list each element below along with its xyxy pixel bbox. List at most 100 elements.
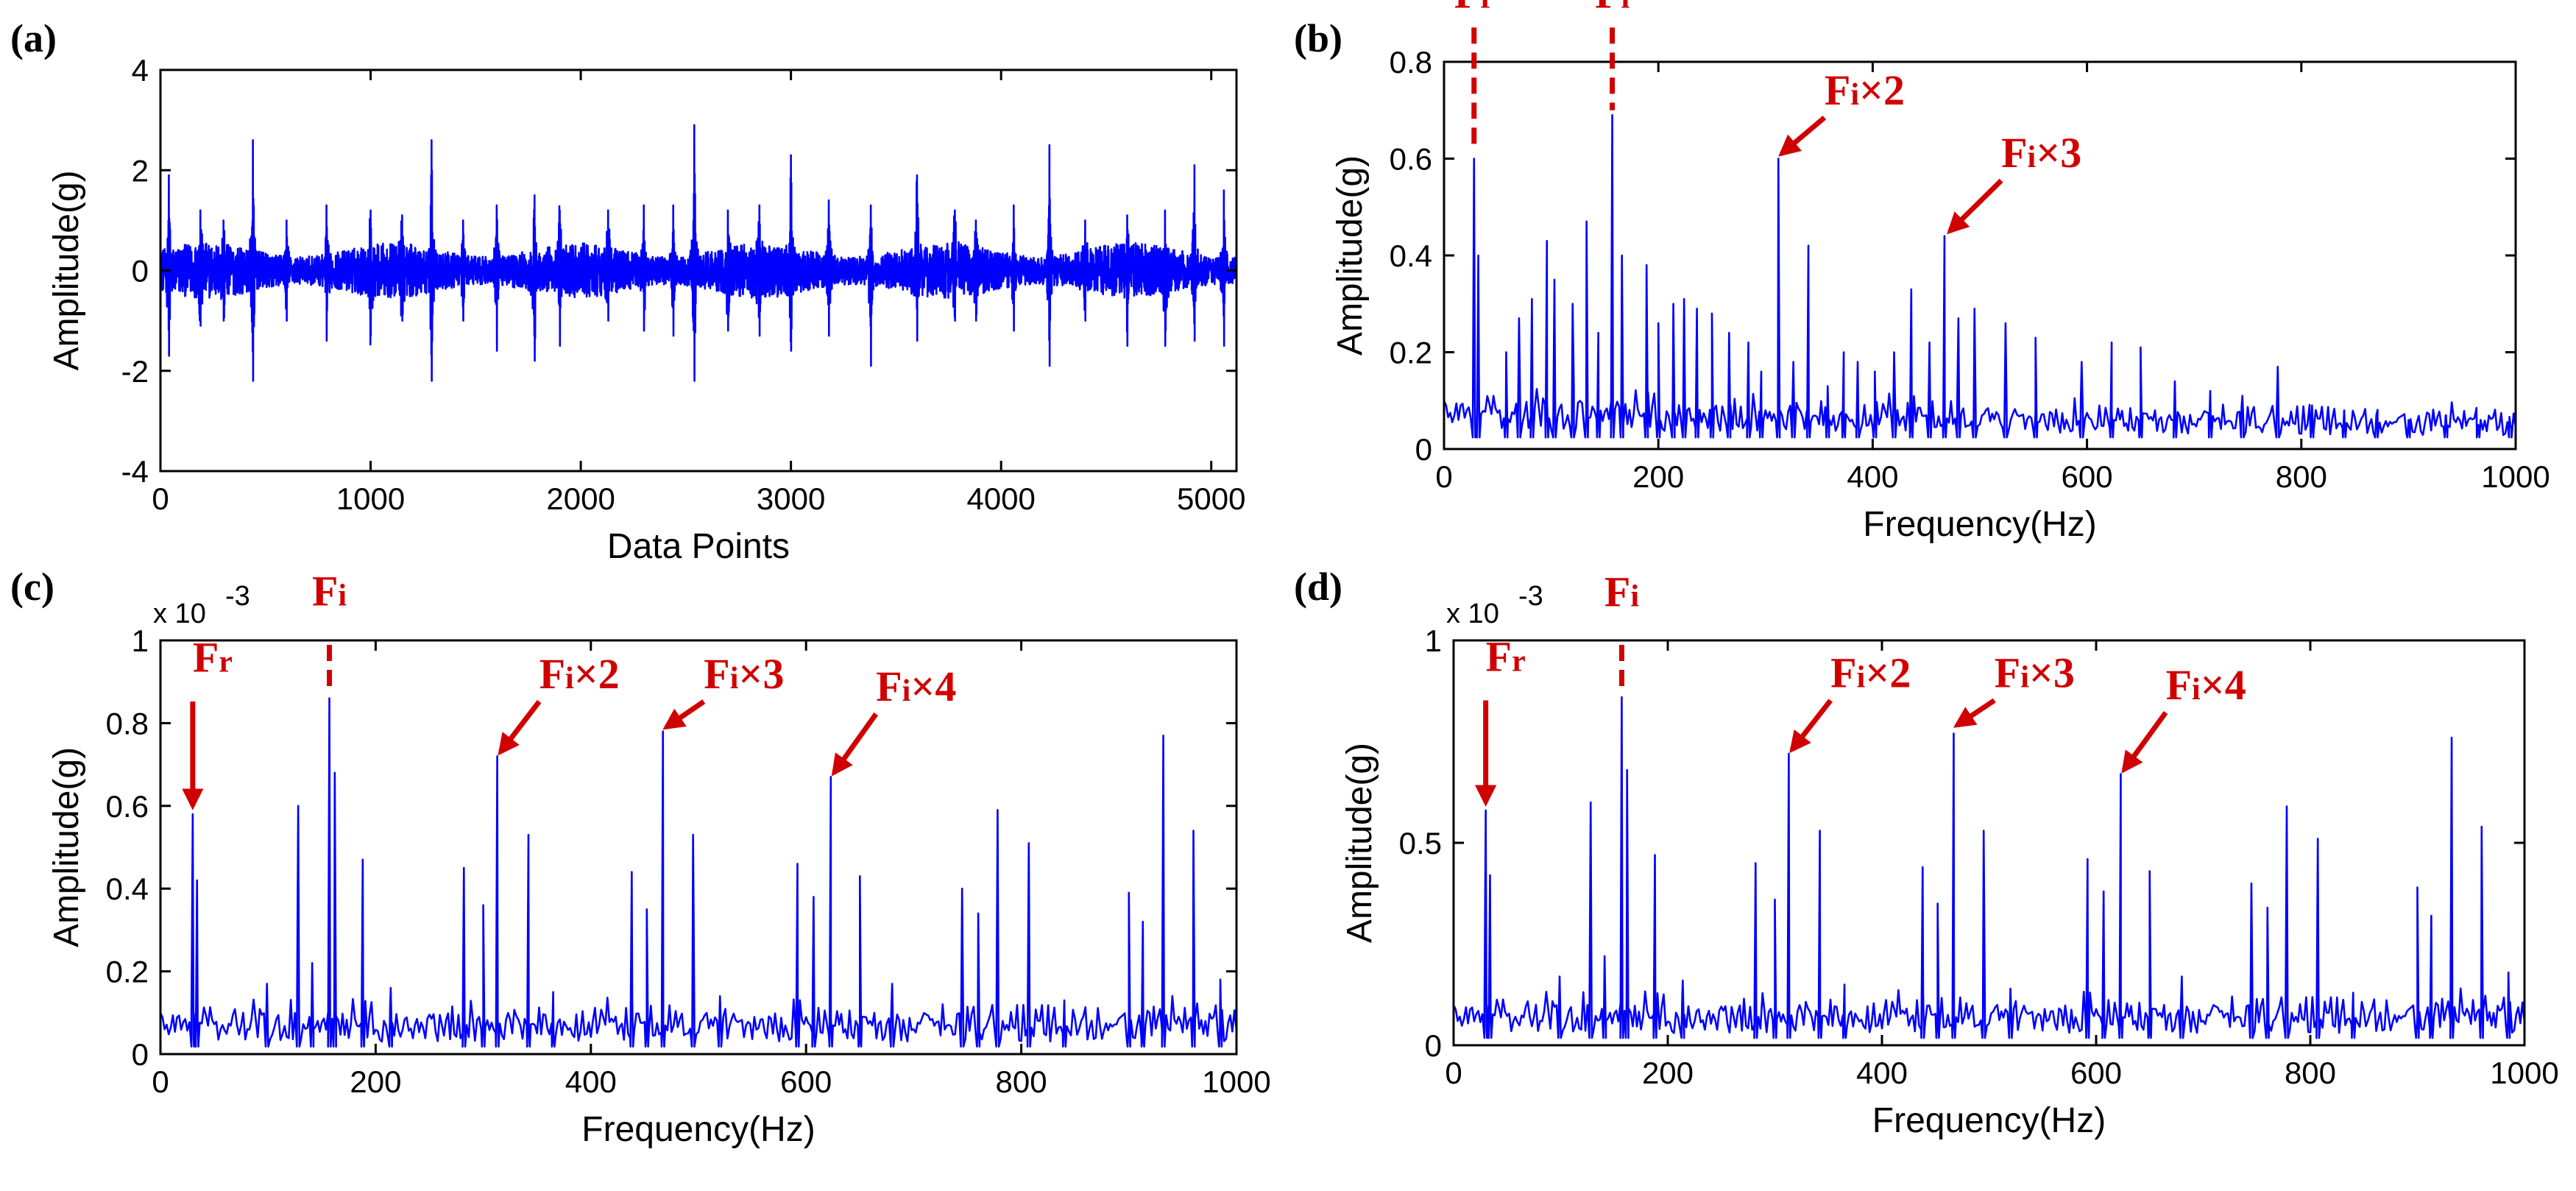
annotation-Fi×2: Fi×2 bbox=[1789, 649, 1911, 754]
y-axis-label: Amplitude(g) bbox=[1331, 155, 1370, 356]
exponent-power: -3 bbox=[1518, 581, 1543, 612]
x-axis-label: Data Points bbox=[607, 527, 790, 566]
annotation-sub: i bbox=[1857, 661, 1866, 695]
y-tick-label: 0.2 bbox=[1390, 336, 1432, 370]
y-tick-label: 1 bbox=[132, 623, 149, 658]
panel-label: (c) bbox=[10, 565, 54, 609]
annotation-label: Fr bbox=[193, 634, 233, 682]
annotation-Fi: Fi bbox=[1604, 568, 1639, 693]
annotation-arrow bbox=[1947, 178, 2003, 235]
x-tick-label: 600 bbox=[780, 1064, 832, 1099]
annotation-Fr: Fr bbox=[182, 634, 233, 810]
annotation-main: F bbox=[1486, 633, 1512, 681]
annotation-main: F bbox=[704, 650, 729, 698]
annotation-arrow bbox=[498, 699, 542, 756]
panel-label: (a) bbox=[10, 16, 57, 60]
annotation-sub: i bbox=[338, 579, 347, 613]
y-tick-label: 0 bbox=[1415, 432, 1432, 467]
annotation-main: F bbox=[1830, 649, 1856, 697]
y-tick-label: 2 bbox=[132, 153, 149, 188]
x-tick-label: 1000 bbox=[2490, 1056, 2558, 1090]
exponent-label: x 10 bbox=[153, 598, 206, 629]
y-tick-label: 0 bbox=[132, 1037, 149, 1072]
annotation-suffix: ×3 bbox=[2029, 649, 2075, 697]
x-tick-label: 200 bbox=[1632, 459, 1684, 494]
x-tick-label: 4000 bbox=[966, 481, 1035, 516]
annotation-Fi×4: Fi×4 bbox=[2121, 661, 2246, 774]
annotation-label: Fi×4 bbox=[876, 662, 956, 710]
annotation-arrow bbox=[2121, 710, 2168, 774]
y-tick-label: 0.2 bbox=[106, 955, 149, 989]
annotation-label: Fi bbox=[312, 568, 347, 615]
x-tick-label: 400 bbox=[565, 1064, 617, 1099]
y-axis-label: Amplitude(g) bbox=[47, 747, 86, 947]
panel-d: (d) 0 200 400 600 800 1000 0 0.5 1 Frequency(Hz) Am… bbox=[1294, 565, 2559, 1140]
panel-label: (b) bbox=[1294, 16, 1342, 60]
x-tick-label: 800 bbox=[2276, 459, 2327, 494]
annotation-label: Fi×2 bbox=[1830, 649, 1911, 697]
annotation-suffix: ×2 bbox=[574, 650, 620, 698]
annotation-main: F bbox=[1825, 66, 1850, 114]
annotation-sub: i bbox=[1621, 0, 1630, 15]
annotation-sub: i bbox=[2028, 141, 2037, 174]
annotation-suffix: ×2 bbox=[1859, 66, 1905, 114]
annotation-Fi×3: Fi×3 bbox=[662, 650, 784, 730]
y-tick-label: 0.6 bbox=[106, 789, 149, 824]
exponent-label: x 10 bbox=[1446, 598, 1499, 629]
plot-frame bbox=[1443, 60, 2517, 450]
x-tick-label: 400 bbox=[1847, 459, 1898, 494]
y-tick-label: 0 bbox=[1425, 1028, 1442, 1063]
annotation-sub: r bbox=[1480, 0, 1494, 15]
series-line bbox=[1454, 696, 2524, 1039]
x-tick-label: 200 bbox=[350, 1064, 401, 1099]
x-tick-label: 800 bbox=[2285, 1056, 2336, 1090]
y-tick-label: 0.8 bbox=[106, 706, 149, 741]
x-axis-label: Frequency(Hz) bbox=[581, 1110, 815, 1149]
annotation-label: Fi bbox=[1595, 0, 1630, 17]
annotation-arrow bbox=[662, 699, 706, 730]
annotation-sub: r bbox=[1512, 645, 1526, 679]
annotation-sub: i bbox=[565, 662, 574, 696]
annotation-arrow bbox=[1778, 116, 1827, 157]
annotation-Fi×2: Fi×2 bbox=[1778, 66, 1905, 157]
plot-frame bbox=[159, 639, 1238, 1056]
x-tick-label: 0 bbox=[152, 1064, 169, 1099]
x-tick-label: 1000 bbox=[336, 481, 405, 516]
x-tick-label: 600 bbox=[2062, 459, 2113, 494]
series-line bbox=[160, 124, 1236, 382]
annotation-label: Fi bbox=[1604, 568, 1639, 616]
series-line bbox=[1444, 114, 2516, 439]
annotation-sub: i bbox=[1850, 78, 1859, 112]
x-tick-label: 3000 bbox=[757, 481, 825, 516]
annotation-main: F bbox=[2166, 661, 2192, 709]
annotation-label: Fi×3 bbox=[1995, 649, 2075, 697]
y-tick-label: 1 bbox=[1425, 623, 1442, 658]
x-tick-label: 2000 bbox=[546, 481, 615, 516]
x-tick-label: 0 bbox=[1435, 459, 1452, 494]
annotation-label: Fi×2 bbox=[1825, 66, 1905, 114]
y-tick-label: -4 bbox=[121, 454, 149, 489]
x-axis-label: Frequency(Hz) bbox=[1863, 505, 2096, 544]
annotation-main: F bbox=[1995, 649, 2020, 697]
annotation-arrow bbox=[1953, 698, 1996, 728]
annotation-main: F bbox=[1454, 0, 1480, 17]
annotation-Fi×2: Fi×2 bbox=[498, 650, 620, 756]
panel-c: (c) 0 200 400 600 800 1000 0 0.2 0.4 0.6 0.8 1 Freque… bbox=[10, 565, 1271, 1149]
annotation-label: Fi×3 bbox=[2001, 129, 2081, 177]
x-tick-label: 0 bbox=[1445, 1056, 1462, 1090]
panel-label: (d) bbox=[1294, 565, 1342, 609]
annotation-sub: r bbox=[219, 646, 233, 679]
y-tick-label: -2 bbox=[121, 354, 149, 389]
x-tick-label: 0 bbox=[152, 481, 169, 516]
annotation-label: Fi×4 bbox=[2166, 661, 2246, 709]
annotation-sub: i bbox=[902, 674, 911, 708]
x-tick-label: 800 bbox=[996, 1064, 1047, 1099]
annotation-sub: i bbox=[2192, 673, 2201, 707]
annotation-main: F bbox=[876, 662, 902, 710]
panel-b: (b) 0 200 400 600 800 1000 0 0.2 0.4 0.6 0.8 Frequen… bbox=[1294, 0, 2550, 544]
annotation-arrow bbox=[831, 712, 879, 777]
annotation-arrow bbox=[1789, 699, 1833, 754]
annotation-Fi×3: Fi×3 bbox=[1947, 129, 2081, 235]
annotation-main: F bbox=[1604, 568, 1630, 616]
y-tick-label: 0.6 bbox=[1390, 142, 1432, 177]
